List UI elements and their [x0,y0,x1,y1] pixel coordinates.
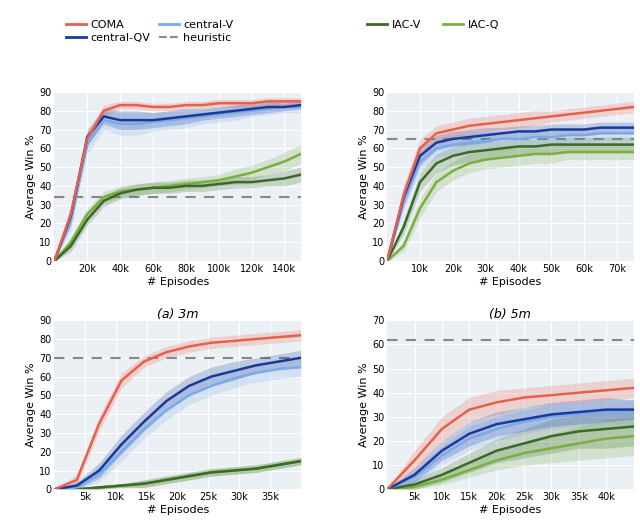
Y-axis label: Average Win %: Average Win % [26,134,36,219]
Y-axis label: Average Win %: Average Win % [26,362,36,447]
Legend: IAC-V, IAC-Q: IAC-V, IAC-Q [367,20,499,30]
Text: (b) 5m: (b) 5m [490,308,531,322]
X-axis label: # Episodes: # Episodes [147,505,209,515]
Text: (a) 3m: (a) 3m [157,308,198,322]
Y-axis label: Average Win %: Average Win % [359,134,369,219]
X-axis label: # Episodes: # Episodes [479,277,541,287]
Y-axis label: Average Win %: Average Win % [359,362,369,447]
X-axis label: # Episodes: # Episodes [147,277,209,287]
X-axis label: # Episodes: # Episodes [479,505,541,515]
